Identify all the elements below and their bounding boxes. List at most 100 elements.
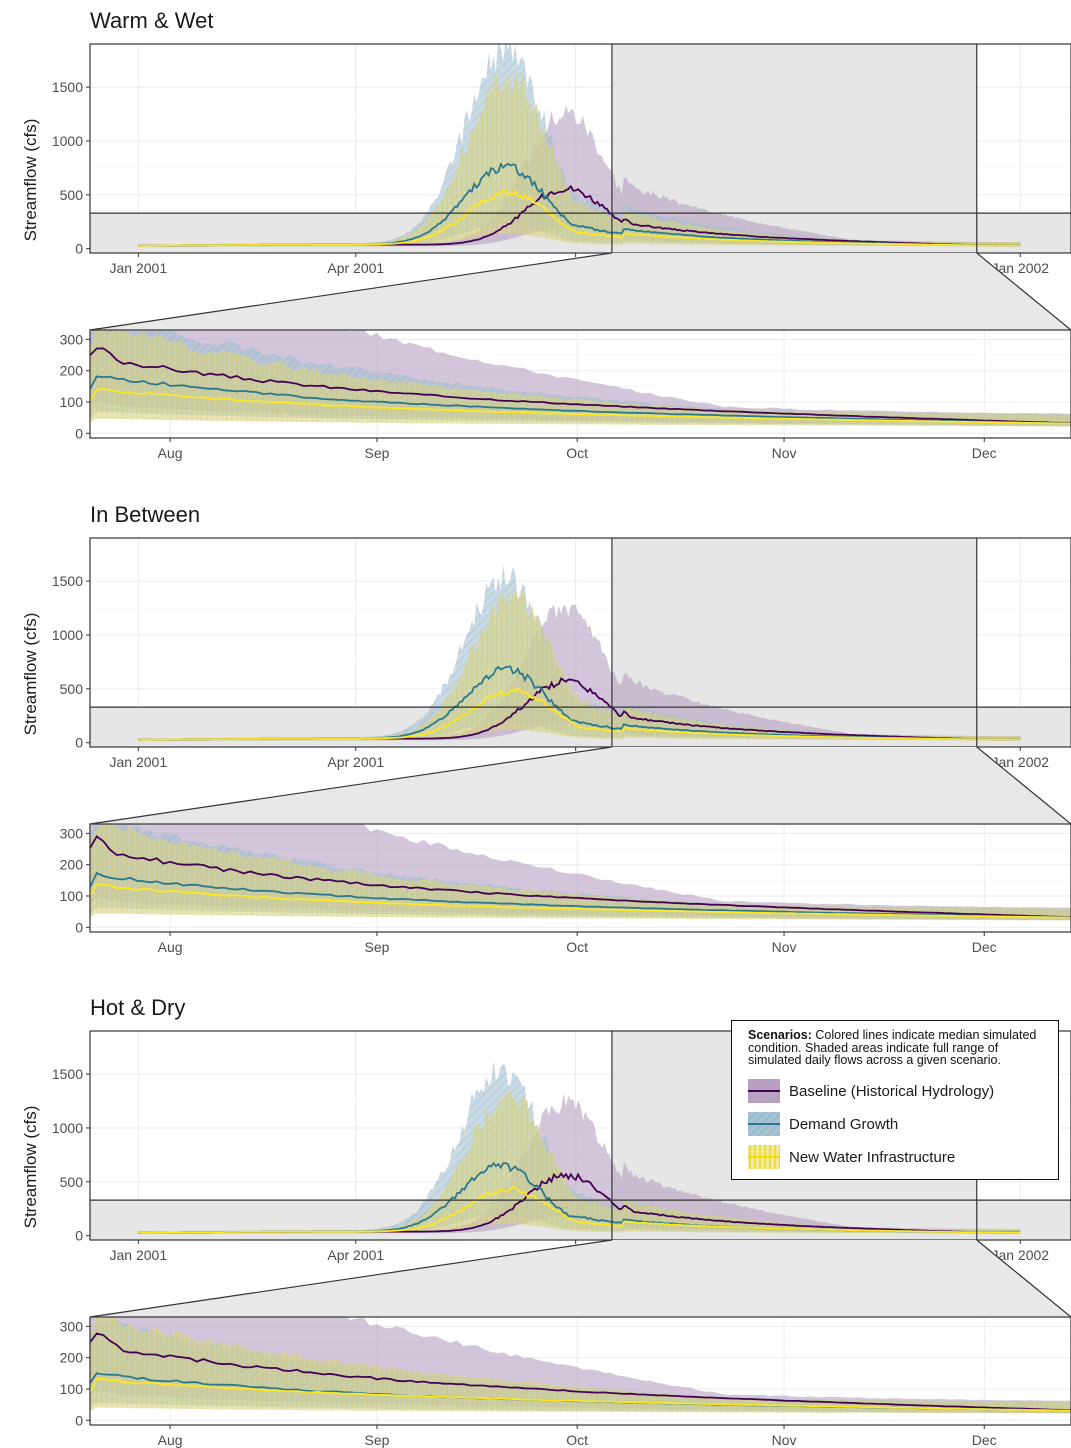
x-tick-label: Jan 2001 [110, 260, 168, 276]
y-tick-label: 0 [75, 1412, 83, 1428]
x-tick-label: Nov [772, 1432, 797, 1448]
range-area-baseline [138, 1093, 1021, 1234]
y-tick-label: 1500 [52, 573, 83, 589]
legend-label-infra: New Water Infrastructure [789, 1148, 956, 1166]
x-tick-label: Jan 2001 [110, 1247, 168, 1263]
range-area-baseline [138, 105, 1021, 247]
zoom-panel-0: 0 100 200 300 Aug Sep Oct Nov Dec [60, 329, 1071, 461]
range-pattern-infra [90, 1317, 1071, 1414]
median-line-baseline [90, 835, 1071, 918]
zoom-connector [90, 253, 1071, 330]
legend-label-demand: Demand Growth [789, 1115, 899, 1133]
y-tick-label: 1500 [52, 1066, 83, 1082]
y-tick-label: 300 [60, 1318, 84, 1334]
range-pattern-infra [138, 1090, 1021, 1234]
x-tick-label: Oct [566, 1432, 588, 1448]
y-tick-label: 0 [75, 425, 83, 441]
median-line-baseline [90, 1332, 1071, 1411]
x-tick-label: Sep [364, 939, 389, 955]
x-tick-label: Sep [364, 1432, 389, 1448]
y-tick-label: 100 [60, 394, 84, 410]
panel-border [89, 329, 1071, 439]
y-tick-label: 1000 [52, 133, 83, 149]
y-tick-label: 200 [60, 363, 84, 379]
legend-note-text: Colored lines indicate median simulated … [748, 1028, 1037, 1067]
x-tick-label: Nov [772, 939, 797, 955]
y-tick-label: 500 [60, 187, 84, 203]
zoom-connector-right [976, 1239, 1071, 1318]
legend-swatch-demand-icon [748, 1111, 780, 1136]
panel-border [89, 537, 1071, 748]
zoom-panel-1: 0 100 200 300 Aug Sep Oct Nov Dec [60, 823, 1071, 955]
x-tick-label: Dec [972, 939, 997, 955]
legend-swatch-infra-icon [748, 1144, 780, 1169]
x-tick-label: Apr 2001 [327, 1247, 384, 1263]
panel-title-in-between: In Between [90, 502, 200, 527]
panel-border [89, 43, 1071, 254]
y-axis-label-warm-wet: Streamflow (cfs) [21, 119, 40, 242]
range-pattern-infra [138, 588, 1021, 741]
y-tick-label: 300 [60, 331, 84, 347]
zoom-connector [90, 747, 1071, 824]
y-axis-label-hot-dry: Streamflow (cfs) [21, 1106, 40, 1229]
x-tick-label: Dec [972, 445, 997, 461]
y-tick-label: 100 [60, 1381, 84, 1397]
x-tick-label: Aug [158, 939, 183, 955]
y-tick-label: 0 [75, 1228, 83, 1244]
legend-item-demand: Demand Growth [748, 1106, 1044, 1139]
x-tick-label: Apr 2001 [327, 260, 384, 276]
legend-swatch-baseline-icon [748, 1078, 780, 1103]
range-area-baseline [138, 604, 1021, 741]
x-tick-label: Jan 2002 [991, 260, 1049, 276]
panel-border [89, 823, 1071, 933]
y-tick-label: 0 [75, 735, 83, 751]
panel-border [89, 1316, 1071, 1426]
panel-title-warm-wet: Warm & Wet [90, 8, 213, 33]
zoom-connector-left [89, 1239, 612, 1318]
median-line-infra [90, 387, 1071, 425]
legend-item-infra: New Water Infrastructure [748, 1139, 1044, 1172]
zoom-connector-left [89, 746, 612, 825]
x-tick-label: Oct [566, 939, 588, 955]
legend: Scenarios: Colored lines indicate median… [731, 1020, 1059, 1180]
x-tick-label: Jan 2002 [991, 1247, 1049, 1263]
zoom-connector-left [89, 252, 612, 331]
y-tick-label: 1000 [52, 627, 83, 643]
x-tick-label: Jan 2001 [110, 754, 168, 770]
y-tick-label: 200 [60, 857, 84, 873]
range-pattern-infra [138, 67, 1021, 247]
y-tick-label: 0 [75, 241, 83, 257]
y-tick-label: 200 [60, 1350, 84, 1366]
y-tick-label: 1000 [52, 1120, 83, 1136]
x-tick-label: Aug [158, 1432, 183, 1448]
x-tick-label: Dec [972, 1432, 997, 1448]
median-line-infra [138, 687, 1021, 741]
panel-title-hot-dry: Hot & Dry [90, 995, 185, 1020]
x-tick-label: Oct [566, 445, 588, 461]
legend-item-baseline: Baseline (Historical Hydrology) [748, 1073, 1044, 1106]
legend-label-baseline: Baseline (Historical Hydrology) [789, 1082, 995, 1100]
x-tick-label: Jan 2002 [991, 754, 1049, 770]
median-line-infra [90, 1377, 1071, 1412]
x-tick-label: Sep [364, 445, 389, 461]
legend-heading: Scenarios: [748, 1028, 812, 1042]
y-tick-label: 1500 [52, 79, 83, 95]
y-tick-label: 100 [60, 888, 84, 904]
y-tick-label: 500 [60, 1174, 84, 1190]
median-line-infra [90, 883, 1071, 919]
y-tick-label: 0 [75, 919, 83, 935]
median-line-baseline [90, 347, 1071, 424]
zoom-panel-2: 0 100 200 300 Aug Sep Oct Nov Dec [60, 1316, 1071, 1448]
median-line-infra [138, 1186, 1021, 1234]
x-tick-label: Aug [158, 445, 183, 461]
y-tick-label: 300 [60, 825, 84, 841]
range-pattern-infra [90, 330, 1071, 427]
median-line-infra [138, 188, 1021, 247]
x-tick-label: Apr 2001 [327, 754, 384, 770]
legend-note: Scenarios: Colored lines indicate median… [748, 1029, 1044, 1067]
zoom-connector-right [976, 252, 1071, 331]
y-axis-label-in-between: Streamflow (cfs) [21, 613, 40, 736]
